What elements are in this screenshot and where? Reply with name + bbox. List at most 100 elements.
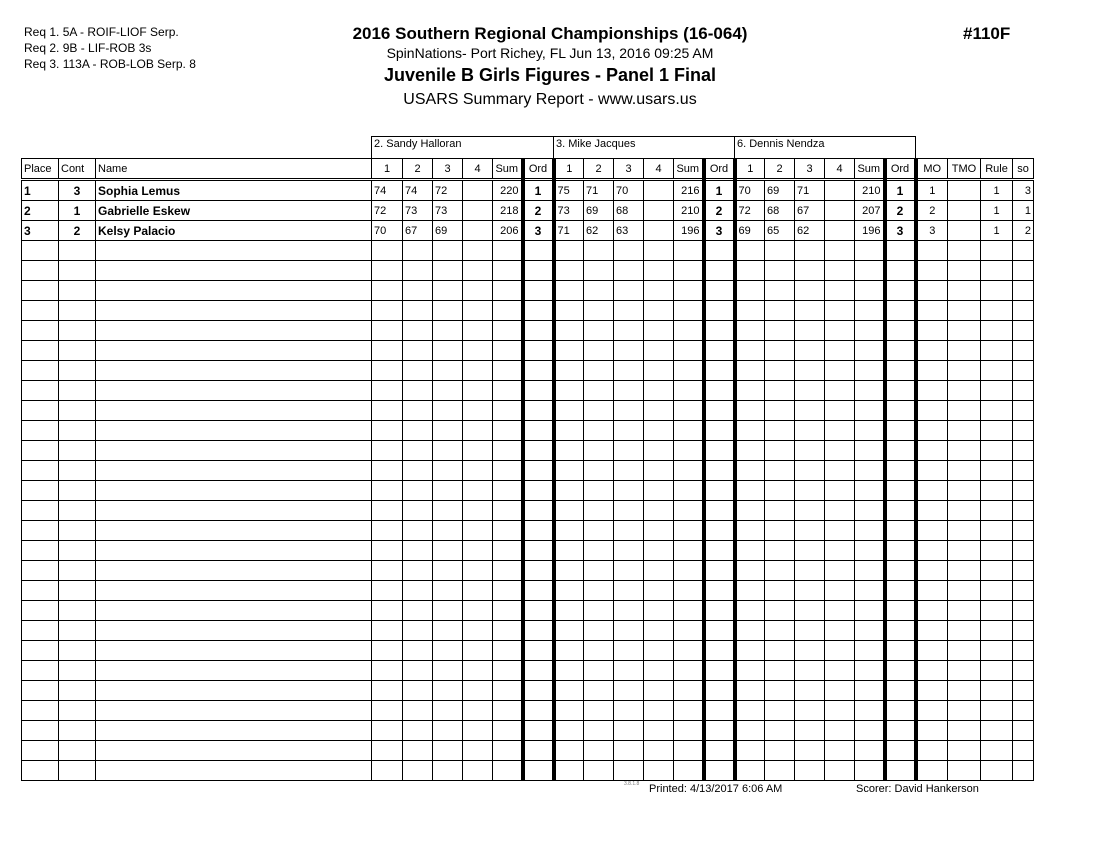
ord-cell xyxy=(703,760,737,781)
name-cell xyxy=(95,260,372,281)
score-3 xyxy=(432,440,463,461)
sum-cell xyxy=(854,300,887,321)
score-2: 62 xyxy=(583,220,614,241)
score-2 xyxy=(764,280,795,301)
score-3 xyxy=(613,260,644,281)
ord-cell xyxy=(884,440,918,461)
score-1 xyxy=(553,360,584,381)
sum-cell xyxy=(492,500,525,521)
score-4 xyxy=(462,740,493,761)
name-cell xyxy=(95,520,372,541)
score-1 xyxy=(734,700,765,721)
name-cell xyxy=(95,740,372,761)
score-1 xyxy=(553,560,584,581)
ord-cell xyxy=(884,580,918,601)
sum-cell xyxy=(673,740,706,761)
score-3 xyxy=(613,380,644,401)
so-cell xyxy=(1012,740,1034,761)
header-judge-col: 3 xyxy=(432,158,463,181)
score-3 xyxy=(794,480,825,501)
sum-cell xyxy=(492,280,525,301)
score-3 xyxy=(432,460,463,481)
so-cell xyxy=(1012,300,1034,321)
score-3 xyxy=(432,340,463,361)
score-2 xyxy=(583,680,614,701)
cont-cell: 1 xyxy=(58,200,96,221)
judge-name: 3. Mike Jacques xyxy=(553,136,735,159)
score-3 xyxy=(794,500,825,521)
score-4 xyxy=(643,500,674,521)
place-cell xyxy=(21,500,59,521)
score-3 xyxy=(432,560,463,581)
ord-cell xyxy=(522,520,556,541)
score-4 xyxy=(462,300,493,321)
table-row xyxy=(21,320,1034,341)
mo-cell: 1 xyxy=(915,179,948,201)
score-4 xyxy=(643,179,674,201)
ord-cell: 2 xyxy=(703,200,737,221)
score-3 xyxy=(432,380,463,401)
ord-cell xyxy=(884,460,918,481)
score-2 xyxy=(402,240,433,261)
cont-cell xyxy=(58,680,96,701)
sum-cell xyxy=(854,760,887,781)
cont-cell xyxy=(58,720,96,741)
mo-cell xyxy=(915,640,948,661)
sum-cell xyxy=(854,440,887,461)
score-4 xyxy=(643,680,674,701)
score-2 xyxy=(402,720,433,741)
score-2: 71 xyxy=(583,179,614,201)
score-2 xyxy=(402,560,433,581)
score-4 xyxy=(824,220,855,241)
score-4 xyxy=(643,340,674,361)
score-2 xyxy=(764,240,795,261)
sum-cell xyxy=(854,580,887,601)
score-1 xyxy=(371,620,403,641)
score-3 xyxy=(432,320,463,341)
score-2 xyxy=(402,700,433,721)
score-3 xyxy=(613,540,644,561)
cont-cell xyxy=(58,660,96,681)
printed-date: Printed: 4/13/2017 6:06 AM xyxy=(649,783,783,795)
so-cell xyxy=(1012,760,1034,781)
score-1 xyxy=(553,580,584,601)
score-4 xyxy=(824,440,855,461)
table-row xyxy=(21,400,1034,421)
score-4 xyxy=(643,600,674,621)
name-cell xyxy=(95,380,372,401)
ord-cell xyxy=(522,440,556,461)
judge-header-row: 2. Sandy Halloran 3. Mike Jacques 6. Denni… xyxy=(22,136,1034,159)
score-3 xyxy=(794,720,825,741)
event-name: Juvenile B Girls Figures - Panel 1 Final xyxy=(383,65,717,85)
table-row xyxy=(21,380,1034,401)
sum-cell xyxy=(492,380,525,401)
rule-cell xyxy=(980,700,1013,721)
score-1 xyxy=(734,340,765,361)
score-4 xyxy=(462,560,493,581)
score-2 xyxy=(583,460,614,481)
score-4 xyxy=(462,680,493,701)
score-2 xyxy=(402,400,433,421)
sum-cell xyxy=(492,480,525,501)
rule-cell xyxy=(980,740,1013,761)
sum-cell xyxy=(673,640,706,661)
score-4 xyxy=(643,460,674,481)
sum-cell xyxy=(492,620,525,641)
mo-cell xyxy=(915,680,948,701)
tmo-cell xyxy=(947,220,981,241)
so-cell xyxy=(1012,680,1034,701)
score-3: 70 xyxy=(613,179,644,201)
score-3 xyxy=(613,480,644,501)
score-1 xyxy=(734,720,765,741)
score-2 xyxy=(583,260,614,281)
ord-cell xyxy=(522,740,556,761)
score-3 xyxy=(432,500,463,521)
rule-cell xyxy=(980,520,1013,541)
tmo-cell xyxy=(947,179,981,201)
ord-cell xyxy=(522,760,556,781)
score-3 xyxy=(432,660,463,681)
tmo-cell xyxy=(947,340,981,361)
score-1 xyxy=(734,640,765,661)
ord-cell xyxy=(703,700,737,721)
ord-cell xyxy=(884,720,918,741)
